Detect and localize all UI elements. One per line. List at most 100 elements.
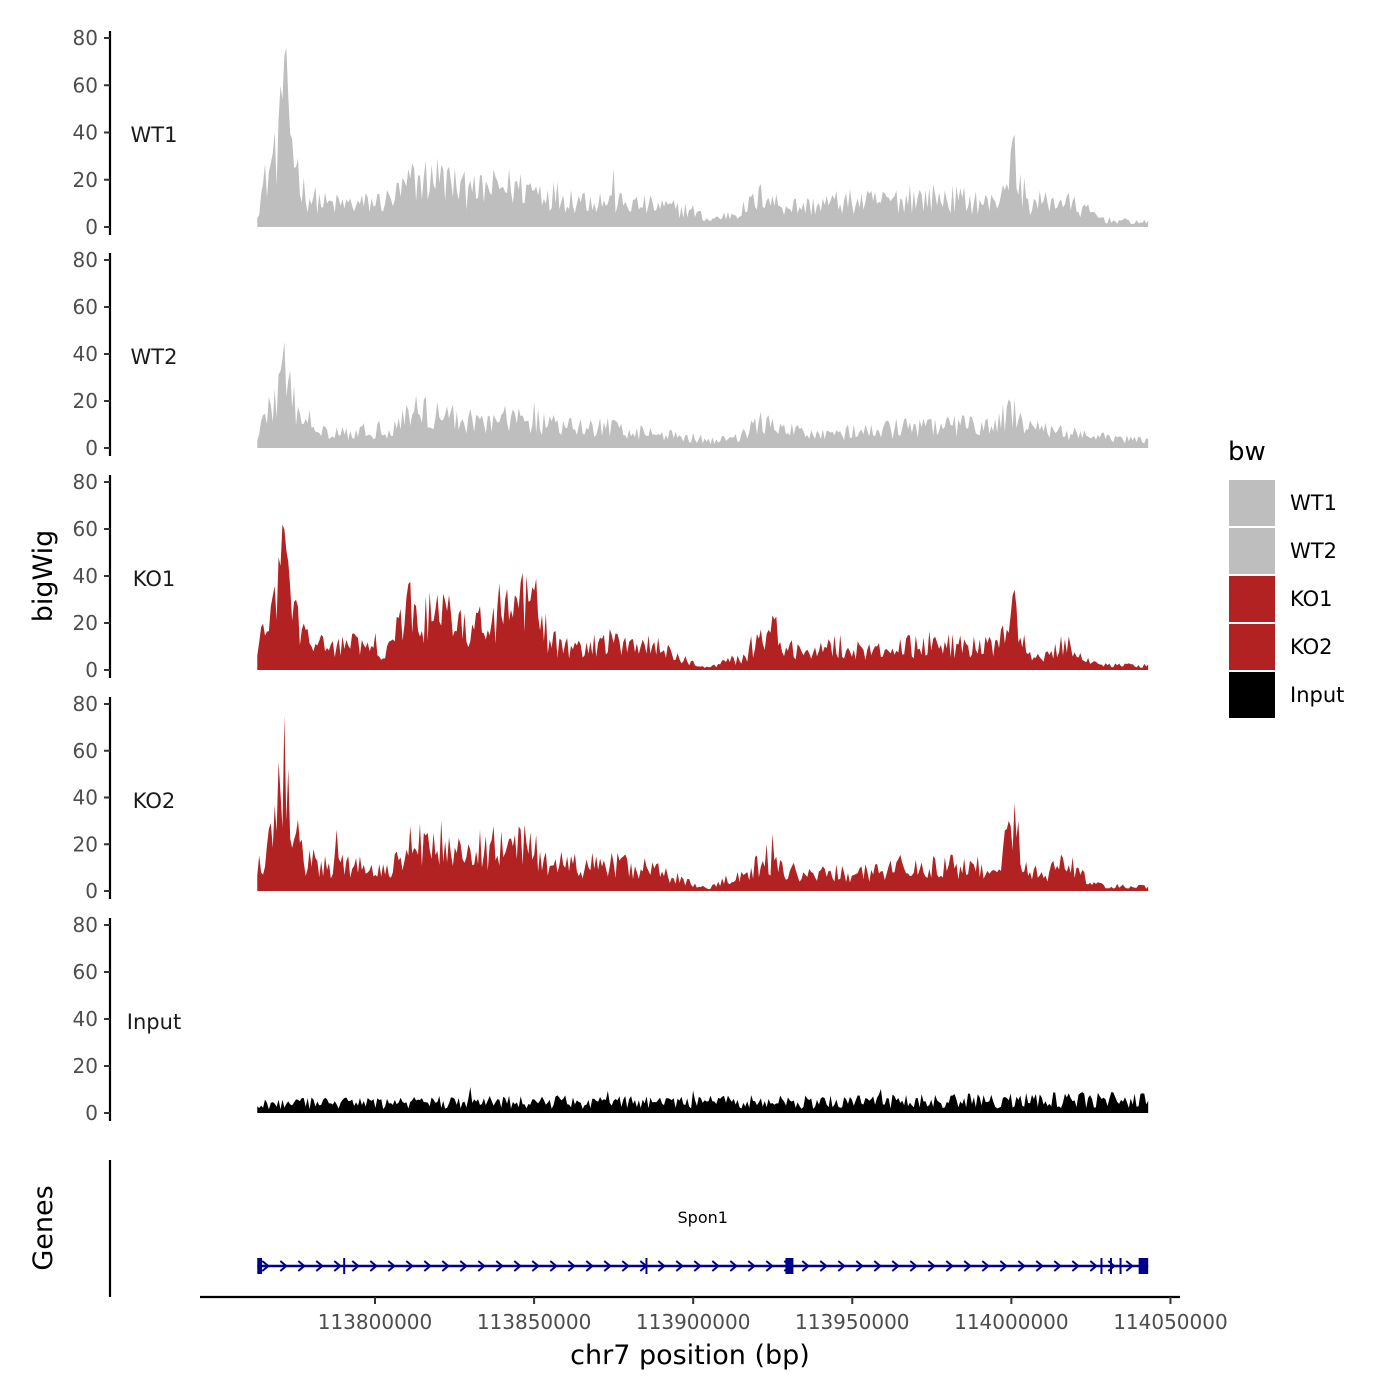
x-tick-label: 113800000: [318, 1310, 433, 1334]
track-input: 0 20 40 60 80 Input: [73, 913, 1149, 1125]
exon-block: [343, 1258, 346, 1274]
track-label: WT2: [131, 345, 178, 369]
genes-axis-title: Genes: [28, 1185, 59, 1270]
strand-arrow: [657, 1260, 666, 1272]
y-axis-title: bigWig: [28, 530, 59, 623]
track-ko2: 0 20 40 60 80 KO2: [73, 692, 1149, 903]
y-tick-label: 60: [73, 960, 98, 984]
x-tick-label: 114050000: [1113, 1310, 1228, 1334]
exon-block: [1100, 1258, 1103, 1274]
strand-arrow: [261, 1260, 270, 1272]
coverage-area-ko2: [257, 715, 1149, 891]
strand-arrow: [369, 1260, 378, 1272]
strand-arrow: [387, 1260, 396, 1272]
legend-label-ko2: KO2: [1290, 635, 1333, 659]
strand-arrow: [549, 1260, 558, 1272]
y-tick-label: 40: [73, 786, 98, 810]
legend-label-wt2: WT2: [1290, 539, 1337, 563]
y-tick-label: 60: [73, 295, 98, 319]
tracks-layer: 0 20 40 60 80 WT1 0 20 40 60 80 WT2 0 20 40 60 80 KO1 0 20 4…: [73, 26, 1149, 1125]
y-tick-label: 20: [73, 832, 98, 856]
coverage-area-wt1: [257, 47, 1149, 227]
x-tick-label: 113850000: [477, 1310, 592, 1334]
exon-block: [645, 1258, 648, 1274]
strand-arrow: [729, 1260, 738, 1272]
y-tick-label: 80: [73, 26, 98, 50]
track-label: Input: [127, 1010, 181, 1034]
exon-block: [257, 1258, 263, 1274]
strand-arrow: [693, 1260, 702, 1272]
strand-arrow: [945, 1260, 954, 1272]
exon-block: [785, 1258, 794, 1274]
strand-arrow: [531, 1260, 540, 1272]
strand-arrow: [747, 1260, 756, 1272]
legend-title: bw: [1228, 437, 1266, 467]
y-tick-label: 20: [73, 389, 98, 413]
strand-arrow: [999, 1260, 1008, 1272]
coverage-area-wt2: [257, 341, 1149, 448]
strand-arrow: [837, 1260, 846, 1272]
y-tick-label: 0: [85, 1101, 98, 1125]
strand-arrow: [297, 1260, 306, 1272]
strand-arrow: [1071, 1260, 1080, 1272]
strand-arrow: [333, 1260, 342, 1272]
track-label: WT1: [131, 123, 178, 147]
exon-block: [1138, 1258, 1149, 1274]
strand-arrow: [459, 1260, 468, 1272]
y-tick-label: 20: [73, 611, 98, 635]
strand-arrow: [927, 1260, 936, 1272]
strand-arrow: [981, 1260, 990, 1272]
strand-arrow: [405, 1260, 414, 1272]
strand-arrow: [279, 1260, 288, 1272]
strand-arrow: [585, 1260, 594, 1272]
x-axis: 113800000 113850000 113900000 113950000 1140…: [200, 1295, 1228, 1334]
legend-label-ko1: KO1: [1290, 587, 1333, 611]
y-tick-label: 40: [73, 1007, 98, 1031]
strand-arrow: [1125, 1260, 1134, 1272]
strand-arrow: [963, 1260, 972, 1272]
strand-arrow: [1035, 1260, 1044, 1272]
y-tick-label: 60: [73, 73, 98, 97]
y-tick-label: 60: [73, 739, 98, 763]
strand-arrow: [351, 1260, 360, 1272]
y-tick-label: 60: [73, 517, 98, 541]
gene-name-label: Spon1: [678, 1208, 728, 1227]
strand-arrow: [711, 1260, 720, 1272]
x-tick-label: 113900000: [636, 1310, 751, 1334]
legend: bw WT1 WT2 KO1 KO2 Input: [1228, 437, 1344, 718]
legend-label-input: Input: [1290, 683, 1344, 707]
strand-arrow: [1089, 1260, 1098, 1272]
y-tick-label: 80: [73, 248, 98, 272]
strand-arrow: [315, 1260, 324, 1272]
strand-arrow: [855, 1260, 864, 1272]
strand-arrow: [1017, 1260, 1026, 1272]
gene-track: Spon1: [108, 1160, 1149, 1297]
y-tick-label: 80: [73, 692, 98, 716]
legend-label-wt1: WT1: [1290, 491, 1337, 515]
legend-swatch-wt2: [1229, 528, 1275, 574]
strand-arrow: [603, 1260, 612, 1272]
y-tick-label: 80: [73, 470, 98, 494]
track-label: KO2: [133, 789, 176, 813]
strand-arrow: [567, 1260, 576, 1272]
x-axis-title: chr7 position (bp): [570, 1340, 810, 1371]
strand-arrow: [477, 1260, 486, 1272]
y-tick-label: 40: [73, 342, 98, 366]
y-tick-label: 0: [85, 215, 98, 239]
y-tick-label: 80: [73, 913, 98, 937]
track-label: KO1: [133, 567, 176, 591]
strand-arrow: [873, 1260, 882, 1272]
strand-arrow: [513, 1260, 522, 1272]
track-wt2: 0 20 40 60 80 WT2: [73, 248, 1149, 460]
track-ko1: 0 20 40 60 80 KO1: [73, 470, 1149, 682]
x-tick-label: 114000000: [954, 1310, 1069, 1334]
track-wt1: 0 20 40 60 80 WT1: [73, 26, 1149, 239]
strand-arrow: [909, 1260, 918, 1272]
legend-swatch-wt1: [1229, 480, 1275, 526]
strand-arrow: [621, 1260, 630, 1272]
strand-arrow: [423, 1260, 432, 1272]
y-tick-label: 40: [73, 121, 98, 145]
y-tick-label: 0: [85, 658, 98, 682]
strand-arrow: [675, 1260, 684, 1272]
